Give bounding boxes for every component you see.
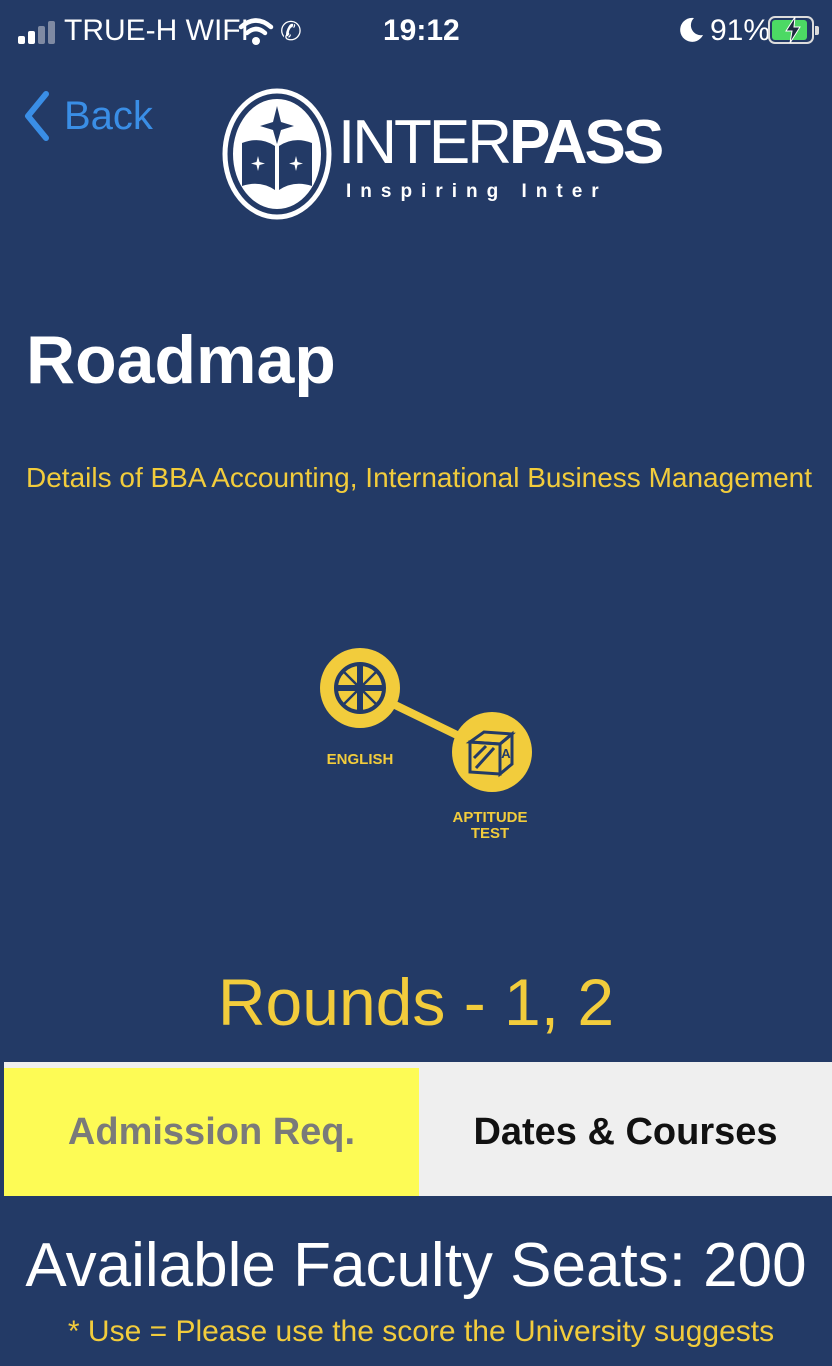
roadmap-diagram: A ENGLISH APTITUDE TEST: [300, 630, 560, 870]
carrier-name: TRUE-H WIFI: [64, 14, 249, 47]
tab-dates-and-courses[interactable]: Dates & Courses: [473, 1110, 778, 1153]
status-time: 19:12: [383, 14, 460, 47]
roadmap-graphic: A: [320, 648, 532, 792]
battery-fill: [772, 17, 807, 43]
back-label: Back: [64, 94, 153, 138]
tab-admission-requirements[interactable]: Admission Req.: [4, 1068, 419, 1196]
logo-wordmark: INTERPASS: [338, 108, 664, 177]
available-seats: Available Faculty Seats: 200: [25, 1231, 807, 1300]
battery-cap: [815, 26, 819, 35]
uk-flag-icon: [320, 648, 400, 728]
battery-percent: 91%: [710, 14, 771, 47]
roadmap-step-aptitude-line-2: TEST: [470, 825, 510, 842]
segment-tabs: Admission Req. Dates & Courses: [4, 1062, 832, 1196]
svg-text:A: A: [501, 746, 511, 761]
call-forward-icon: ✆: [280, 16, 302, 46]
rounds-label: Rounds - 1, 2: [217, 965, 615, 1039]
wifi-icon: [238, 18, 274, 45]
bolt-icon: [785, 17, 801, 43]
page-title: Roadmap: [26, 322, 336, 398]
roadmap-step-english-label: ENGLISH: [326, 751, 394, 768]
signal-icon: [18, 20, 58, 44]
roadmap-step-aptitude-label: APTITUDE TEST: [450, 810, 530, 842]
status-bar: TRUE-H WIFI ✆ 19:12 91%: [0, 0, 832, 62]
logo-word-light: INTER: [338, 108, 512, 177]
interpass-logo: INTERPASS Inspiring Inter: [222, 88, 664, 220]
logo-tagline: Inspiring Inter: [346, 181, 608, 202]
moon-icon: [680, 17, 703, 42]
battery-charging-icon: [768, 16, 819, 44]
back-button[interactable]: Back: [22, 88, 153, 144]
letter-block-icon: A: [452, 712, 532, 792]
logo-word-bold: PASS: [509, 108, 664, 177]
chevron-left-icon: [25, 91, 49, 141]
score-note: * Use = Please use the score the Univers…: [67, 1315, 775, 1348]
open-book-star-icon: [222, 88, 332, 220]
program-details-subtitle: Details of BBA Accounting, International…: [26, 462, 813, 493]
roadmap-step-aptitude-line-1: APTITUDE: [452, 809, 528, 826]
